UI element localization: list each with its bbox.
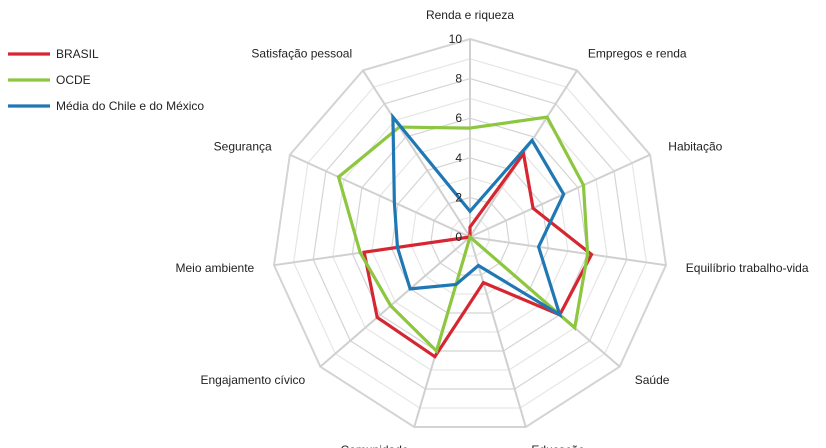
category-label: Educação bbox=[531, 443, 585, 448]
grid-ring bbox=[351, 117, 589, 352]
grid-ring bbox=[292, 58, 648, 409]
category-label: Habitação bbox=[668, 139, 722, 153]
category-label: Engajamento cívico bbox=[201, 373, 306, 387]
tick-label: 10 bbox=[449, 32, 463, 46]
category-label: Renda e riqueza bbox=[426, 8, 514, 22]
radar-series bbox=[336, 112, 594, 359]
grid-ring bbox=[430, 196, 510, 276]
category-label: Satisfação pessoal bbox=[251, 47, 352, 61]
grid-spoke bbox=[469, 153, 651, 238]
grid-ring bbox=[410, 176, 530, 295]
series-line bbox=[362, 149, 594, 359]
tick-label: 4 bbox=[455, 151, 462, 165]
tick-label: 6 bbox=[455, 111, 462, 125]
radial-axis-ticks: 0 2 4 6 8 10 bbox=[449, 32, 463, 244]
grid-ring bbox=[449, 216, 491, 257]
series-line bbox=[391, 112, 566, 319]
radar-grid bbox=[272, 37, 668, 428]
tick-label: 2 bbox=[455, 190, 462, 204]
tick-label: 0 bbox=[455, 230, 462, 244]
tick-label: 8 bbox=[455, 72, 462, 86]
grid-ring bbox=[272, 37, 668, 428]
category-label: Equilíbrio trabalho-vida bbox=[686, 261, 809, 275]
grid-ring bbox=[312, 77, 628, 390]
category-labels: Renda e riqueza Empregos e renda Habitação… bbox=[176, 8, 809, 448]
grid-spoke bbox=[289, 153, 471, 238]
grid-spoke bbox=[319, 236, 471, 368]
legend-label: BRASIL bbox=[56, 47, 99, 61]
category-label: Segurança bbox=[214, 139, 272, 153]
legend: BRASIL OCDE Média do Chile e do México bbox=[8, 47, 204, 113]
grid-ring bbox=[371, 137, 569, 333]
legend-label: Média do Chile e do México bbox=[56, 99, 204, 113]
grid-ring bbox=[332, 97, 608, 371]
grid-spoke bbox=[469, 236, 527, 428]
grid-spoke bbox=[469, 236, 667, 267]
grid-ring bbox=[390, 157, 550, 314]
legend-label: OCDE bbox=[56, 73, 91, 87]
grid-spoke bbox=[362, 69, 471, 238]
category-label: Comunidade bbox=[341, 443, 409, 448]
series-line bbox=[336, 115, 590, 355]
category-label: Meio ambiente bbox=[176, 261, 255, 275]
category-label: Empregos e renda bbox=[588, 47, 687, 61]
category-label: Saúde bbox=[635, 373, 670, 387]
